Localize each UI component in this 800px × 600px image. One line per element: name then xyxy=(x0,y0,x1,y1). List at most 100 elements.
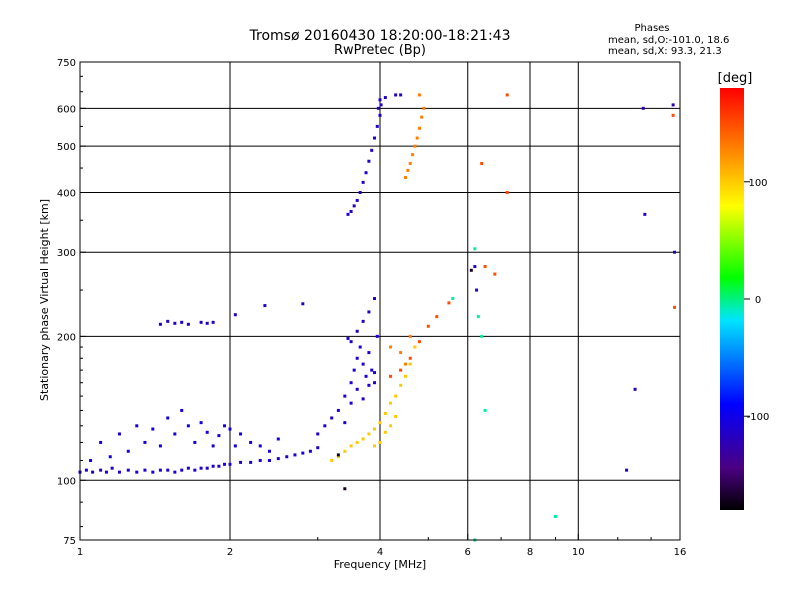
data-point xyxy=(364,374,368,378)
data-point xyxy=(671,103,675,107)
data-point xyxy=(403,374,407,378)
data-point xyxy=(180,320,184,324)
data-point xyxy=(673,305,677,309)
data-point xyxy=(316,432,320,436)
data-point xyxy=(117,470,121,474)
data-point xyxy=(258,458,262,462)
data-point xyxy=(126,468,130,472)
data-point xyxy=(211,464,215,468)
data-point xyxy=(228,427,232,431)
data-point xyxy=(330,416,334,420)
data-point xyxy=(84,468,88,472)
data-point xyxy=(346,336,350,340)
x-axis-ticks: 1 2 4 6 8 10 16 xyxy=(77,534,687,558)
data-point xyxy=(420,115,424,119)
data-point xyxy=(355,329,359,333)
data-point xyxy=(355,387,359,391)
data-point xyxy=(394,414,398,418)
data-point xyxy=(117,432,121,436)
data-point xyxy=(276,457,280,461)
y-axis-ticks: 75 100 200 300 400 500 600 750 xyxy=(57,58,86,547)
data-point xyxy=(233,444,237,448)
colorbar-tick-label: -100 xyxy=(747,412,770,423)
data-point xyxy=(361,362,365,366)
data-point xyxy=(505,93,509,97)
y-tick-label: 100 xyxy=(57,476,76,487)
x-axis-label: Frequency [MHz] xyxy=(334,558,426,571)
data-point xyxy=(473,247,477,251)
data-point xyxy=(186,322,190,326)
data-point xyxy=(389,374,393,378)
data-point xyxy=(415,136,419,140)
data-point xyxy=(406,168,410,172)
y-tick-label: 500 xyxy=(57,142,76,153)
data-point xyxy=(349,444,353,448)
data-point xyxy=(186,424,190,428)
data-point xyxy=(358,190,362,194)
data-point xyxy=(336,453,340,457)
data-point xyxy=(349,401,353,405)
data-point xyxy=(180,468,184,472)
data-point xyxy=(413,144,417,148)
data-point xyxy=(383,96,387,100)
chart-subtitle: RwPretec (Bp) xyxy=(334,43,426,58)
x-tick-label: 16 xyxy=(674,547,687,558)
data-point xyxy=(394,394,398,398)
data-point xyxy=(408,161,412,165)
data-point xyxy=(104,470,108,474)
data-point xyxy=(285,455,289,459)
data-point xyxy=(343,421,347,425)
data-point xyxy=(373,427,377,431)
data-point xyxy=(323,424,327,428)
data-point xyxy=(346,212,350,216)
data-point xyxy=(625,468,629,472)
data-point xyxy=(361,397,365,401)
data-point xyxy=(258,444,262,448)
data-points xyxy=(78,93,677,542)
data-point xyxy=(349,381,353,385)
data-point xyxy=(143,468,147,472)
stats-heading: Phases xyxy=(634,23,669,34)
data-point xyxy=(239,460,243,464)
data-point xyxy=(173,321,177,325)
data-point xyxy=(267,458,271,462)
x-tick-label: 4 xyxy=(377,547,383,558)
data-point xyxy=(505,190,509,194)
data-point xyxy=(358,345,362,349)
data-point xyxy=(249,440,253,444)
stats-line-x: mean, sd,X: 93.3, 21.3 xyxy=(608,46,722,57)
data-point xyxy=(223,424,227,428)
data-point xyxy=(422,106,426,110)
y-tick-label: 400 xyxy=(57,188,76,199)
data-point xyxy=(211,320,215,324)
y-tick-label: 750 xyxy=(57,58,76,69)
grid-lines xyxy=(80,62,680,540)
data-point xyxy=(383,430,387,434)
data-point xyxy=(205,321,209,325)
data-point xyxy=(373,371,377,375)
data-point xyxy=(301,302,305,306)
data-point xyxy=(143,440,147,444)
data-point xyxy=(370,148,374,152)
colorbar xyxy=(720,88,744,510)
data-point xyxy=(417,93,421,97)
data-point xyxy=(378,113,382,117)
data-point xyxy=(373,381,377,385)
data-point xyxy=(336,455,340,459)
data-point xyxy=(641,106,645,110)
data-point xyxy=(373,136,377,140)
data-point xyxy=(447,301,451,305)
data-point xyxy=(389,345,393,349)
data-point xyxy=(408,362,412,366)
data-point xyxy=(343,449,347,453)
data-point xyxy=(399,368,403,372)
y-axis-label: Stationary phase Virtual Height [km] xyxy=(38,199,51,401)
data-point xyxy=(370,368,374,372)
data-point xyxy=(493,272,497,276)
data-point xyxy=(166,416,170,420)
data-point xyxy=(158,444,162,448)
colorbar-label: [deg] xyxy=(718,71,753,86)
data-point xyxy=(367,159,371,163)
data-point xyxy=(426,324,430,328)
